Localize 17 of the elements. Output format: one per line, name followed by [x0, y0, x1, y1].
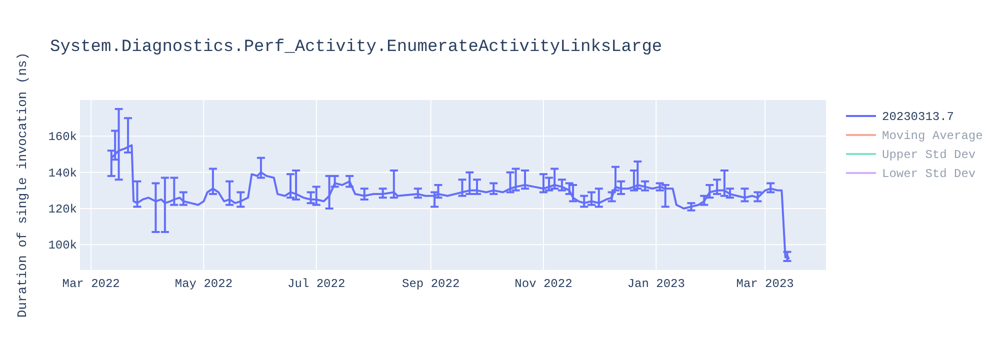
x-tick-label: Sep 2022 — [402, 277, 460, 291]
x-tick-label: Nov 2022 — [514, 277, 572, 291]
legend-label: Moving Average — [882, 129, 983, 143]
legend-label: 20230313.7 — [882, 110, 954, 124]
x-tick-label: Mar 2022 — [62, 277, 120, 291]
legend-label: Lower Std Dev — [882, 167, 976, 181]
chart-title: System.Diagnostics.Perf_Activity.EnumerateActivityLinksLarge — [50, 38, 662, 57]
x-tick-label: Jan 2023 — [627, 277, 685, 291]
x-tick-label: Mar 2023 — [736, 277, 794, 291]
legend-label: Upper Std Dev — [882, 148, 976, 162]
y-tick-label: 100k — [48, 238, 77, 253]
x-tick-label: May 2022 — [174, 277, 233, 291]
y-tick-label: 160k — [48, 130, 77, 144]
y-tick-label: 140k — [48, 166, 77, 180]
y-axis-title: Duration of single invocation (ns) — [15, 52, 30, 318]
x-tick-label: Jul 2022 — [288, 277, 346, 291]
y-tick-label: 120k — [48, 202, 77, 217]
